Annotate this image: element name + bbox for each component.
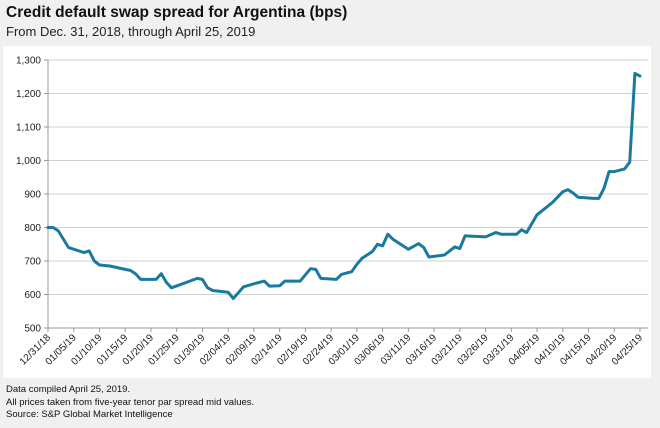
data-point xyxy=(139,278,142,281)
data-point xyxy=(536,213,539,216)
data-point xyxy=(386,233,389,236)
data-point xyxy=(417,242,420,245)
y-tick-label: 700 xyxy=(24,257,41,268)
data-point xyxy=(283,280,286,283)
data-point xyxy=(211,289,214,292)
chart-footer: Data compiled April 25, 2019. All prices… xyxy=(6,384,254,422)
data-point xyxy=(340,273,343,276)
footer-method-note: All prices taken from five-year tenor pa… xyxy=(6,396,255,408)
data-point xyxy=(314,268,317,271)
data-point xyxy=(608,170,611,173)
footer-source: Source: S&P Global Market Intelligence xyxy=(6,409,173,420)
data-point xyxy=(206,286,209,289)
data-point xyxy=(592,197,595,200)
data-point xyxy=(376,243,379,246)
data-point xyxy=(371,250,374,253)
data-point xyxy=(566,188,569,191)
data-point xyxy=(613,170,616,173)
data-point xyxy=(129,269,132,272)
data-point xyxy=(525,231,528,234)
data-point xyxy=(453,245,456,248)
series-line-argentina-cds xyxy=(46,71,642,300)
data-point xyxy=(263,280,266,283)
y-tick-label: 500 xyxy=(24,324,41,335)
data-point xyxy=(350,270,353,273)
data-point xyxy=(458,247,461,250)
data-point xyxy=(67,246,70,249)
data-point xyxy=(242,285,245,288)
data-point xyxy=(597,197,600,200)
data-point xyxy=(381,244,384,247)
data-point xyxy=(515,233,518,236)
data-point xyxy=(299,280,302,283)
chart-card: 500 600 700 800 900 1,000 1,100 1,200 1,300 12/3… xyxy=(3,46,651,378)
data-point xyxy=(639,75,642,78)
chart-title: Credit default swap spread for Argentina… xyxy=(6,4,348,21)
y-tick-label: 1,300 xyxy=(16,56,41,67)
data-point xyxy=(108,265,111,268)
data-point xyxy=(520,228,523,231)
data-point xyxy=(319,277,322,280)
data-point xyxy=(551,201,554,204)
y-tick-label: 600 xyxy=(24,290,41,301)
data-point xyxy=(232,297,235,300)
data-point xyxy=(422,246,425,249)
data-point xyxy=(355,263,358,266)
y-tick-label: 1,100 xyxy=(16,123,41,134)
data-point xyxy=(278,284,281,287)
data-point xyxy=(561,190,564,193)
data-point xyxy=(602,187,605,190)
data-point xyxy=(134,272,137,275)
footer-date-note: Data compiled April 25, 2019. xyxy=(6,384,131,395)
data-point xyxy=(155,278,158,281)
data-point xyxy=(196,277,199,280)
data-point xyxy=(160,272,163,275)
data-point xyxy=(268,285,271,288)
data-point xyxy=(83,251,86,254)
data-point xyxy=(391,238,394,241)
data-point xyxy=(98,264,101,267)
data-point xyxy=(407,248,410,251)
data-point xyxy=(124,268,127,271)
data-point xyxy=(577,196,580,199)
chart-subtitle: From Dec. 31, 2018, through April 25, 20… xyxy=(6,24,256,39)
line-chart: 500 600 700 800 900 1,000 1,100 1,200 1,300 12/3… xyxy=(16,56,648,368)
data-point xyxy=(500,233,503,236)
data-point xyxy=(88,249,91,252)
y-tick-label: 1,200 xyxy=(16,89,41,100)
data-point xyxy=(484,235,487,238)
data-point xyxy=(494,231,497,234)
data-point xyxy=(463,234,466,237)
data-point xyxy=(57,229,60,232)
data-point xyxy=(572,191,575,194)
gridlines xyxy=(48,59,648,295)
x-axis: 12/31/1801/05/1901/10/1901/15/1901/20/19… xyxy=(18,327,648,368)
data-point xyxy=(443,253,446,256)
data-point xyxy=(623,167,626,170)
y-tick-label: 1,000 xyxy=(16,156,41,167)
data-point xyxy=(633,72,636,75)
data-point xyxy=(52,226,55,229)
data-point xyxy=(252,282,255,285)
y-tick-label: 900 xyxy=(24,190,41,201)
data-point xyxy=(427,255,430,258)
data-point xyxy=(227,291,230,294)
series-layer xyxy=(46,71,642,300)
data-point xyxy=(165,281,168,284)
data-point xyxy=(93,260,96,263)
data-point xyxy=(309,267,312,270)
y-axis: 500 600 700 800 900 1,000 1,100 1,200 1,300 xyxy=(16,56,49,335)
data-point xyxy=(47,226,50,229)
data-point xyxy=(335,278,338,281)
y-tick-label: 800 xyxy=(24,223,41,234)
data-point xyxy=(628,161,631,164)
data-point xyxy=(201,278,204,281)
data-point xyxy=(170,286,173,289)
data-point xyxy=(361,257,364,260)
